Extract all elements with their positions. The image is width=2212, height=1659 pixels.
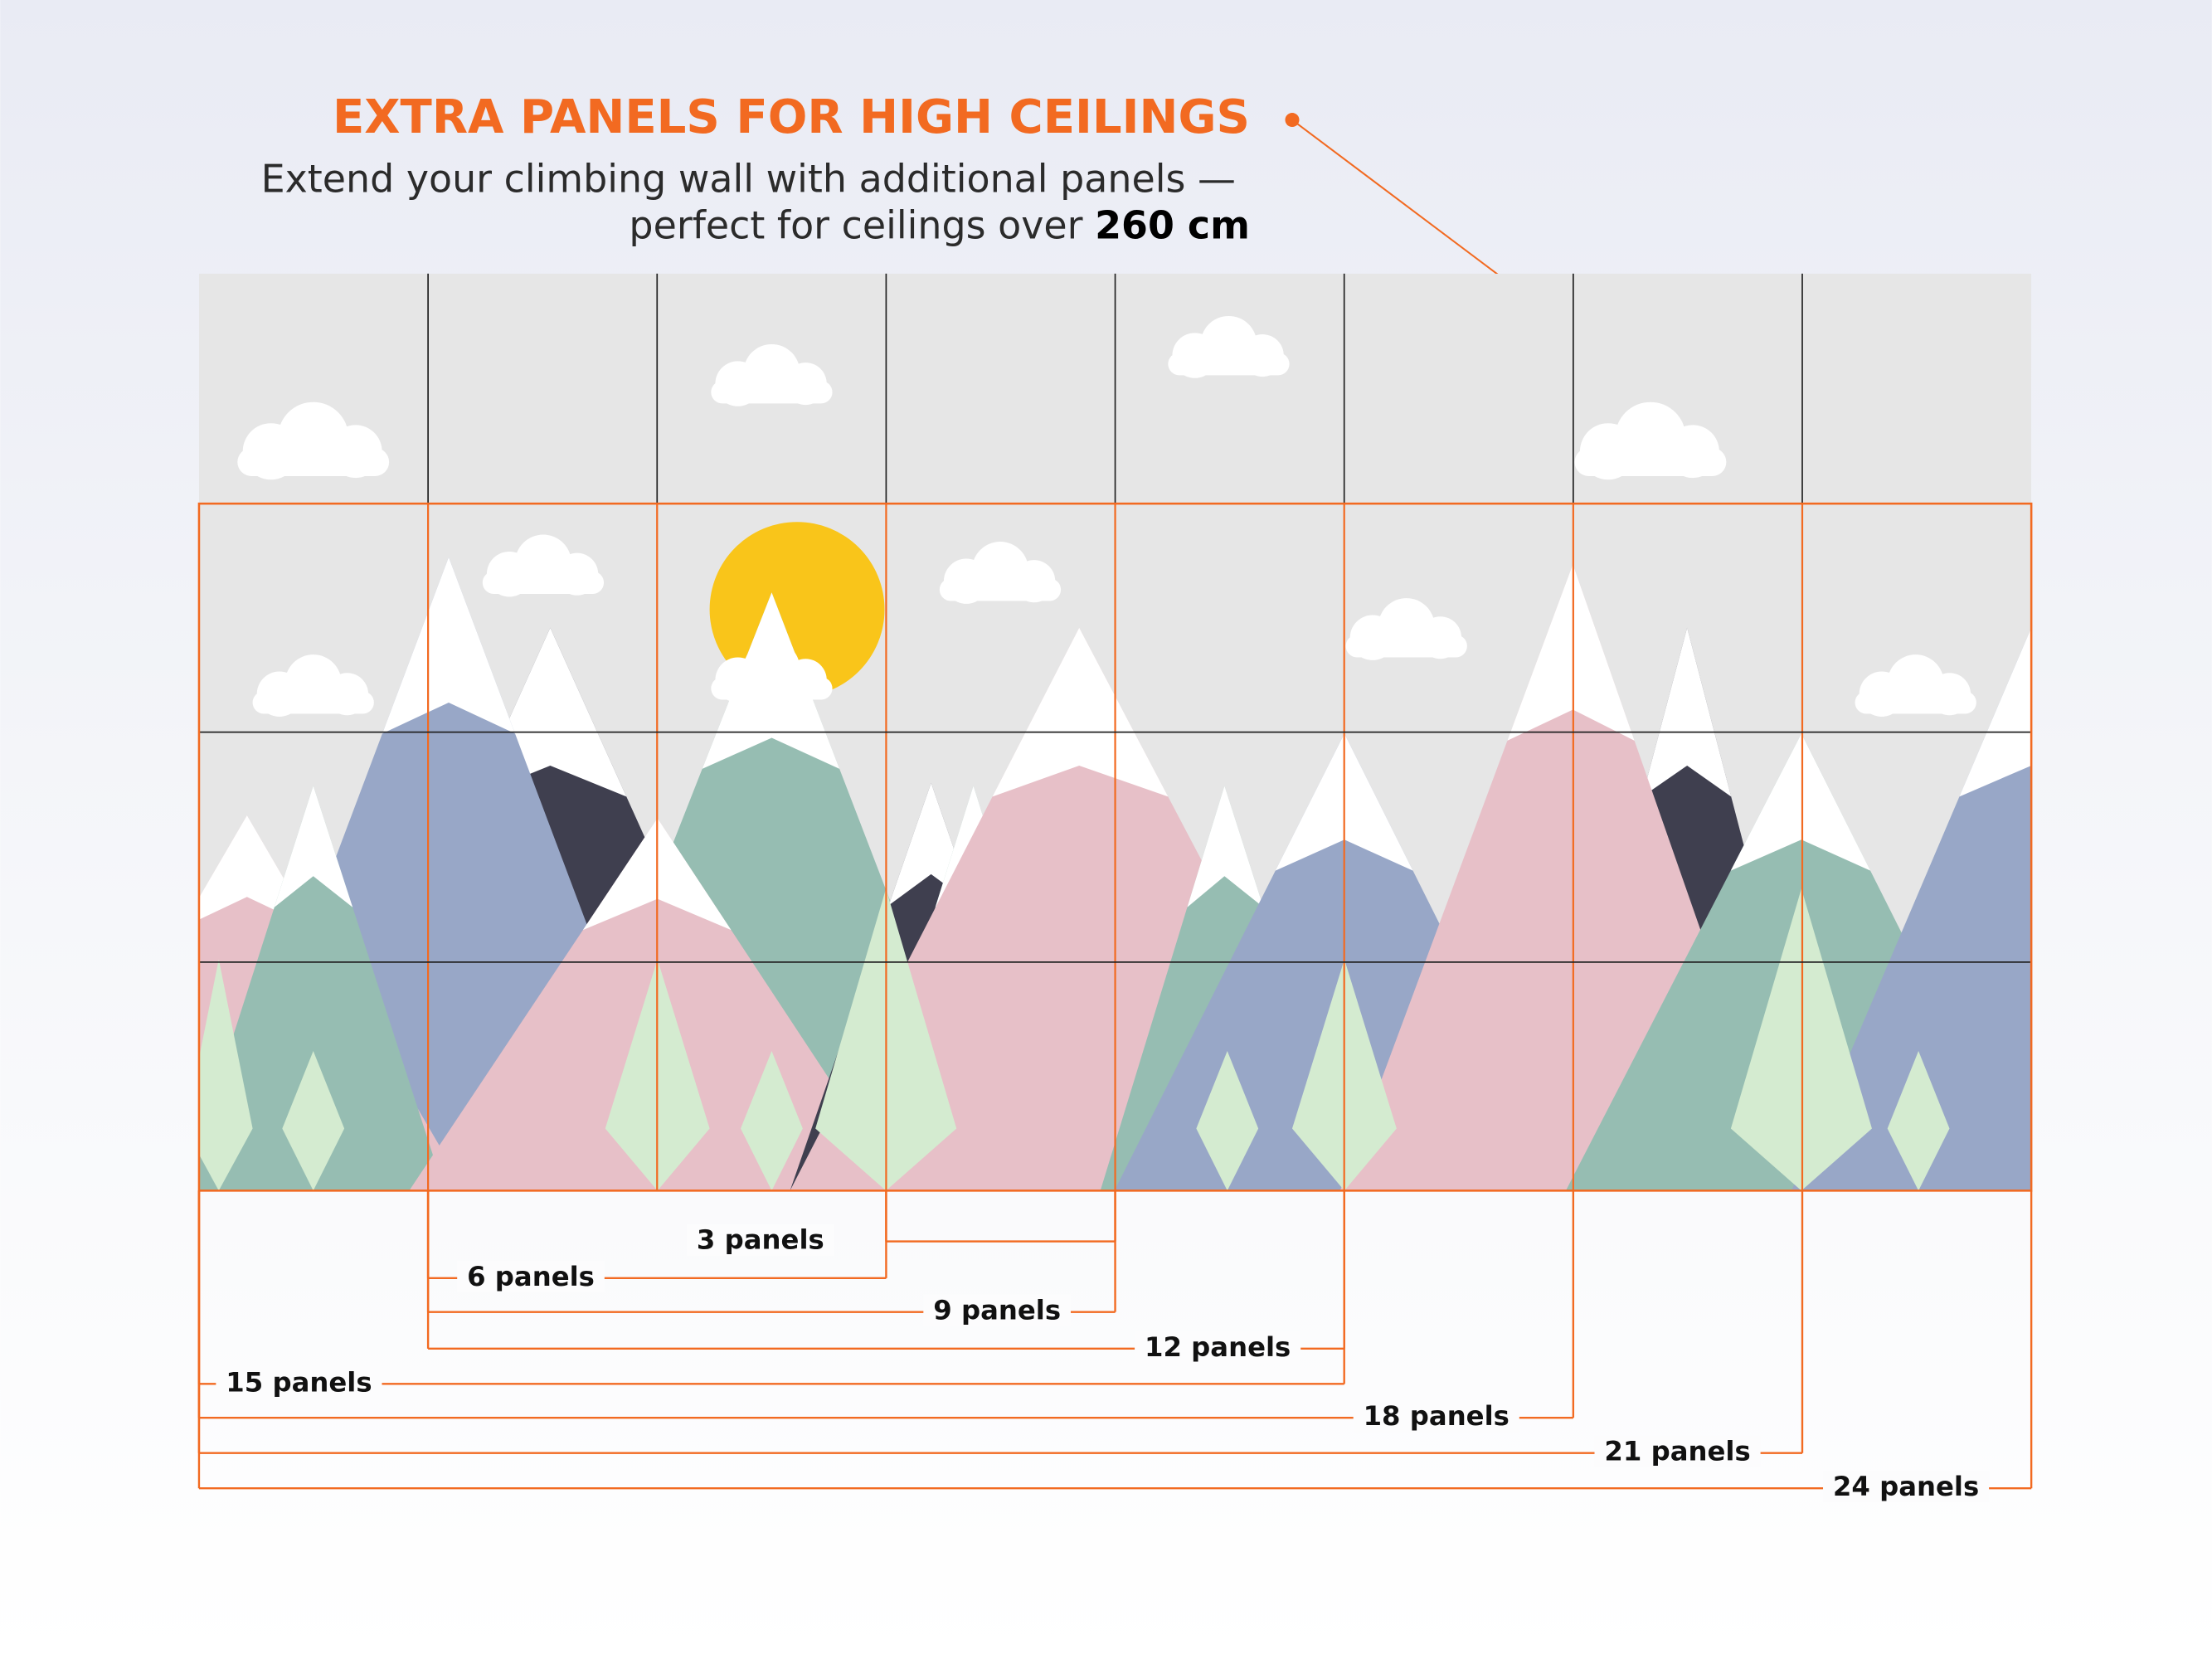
snow-cap <box>1642 627 1732 797</box>
cloud <box>252 654 374 717</box>
subtitle-bold: 260 cm <box>1095 202 1250 247</box>
bracket-label: 6 panels <box>467 1261 595 1292</box>
snow-cap <box>1959 627 2032 797</box>
cloud-part <box>939 578 1062 601</box>
bracket-label: 24 panels <box>1833 1471 1979 1502</box>
cloud-part <box>1574 447 1727 476</box>
cloud-part <box>237 447 390 476</box>
subtitle: Extend your climbing wall with additiona… <box>261 156 1236 201</box>
cloud <box>711 343 833 406</box>
bracket-label: 21 panels <box>1604 1436 1750 1467</box>
bracket-label: 18 panels <box>1364 1400 1510 1432</box>
label-bg <box>1135 1331 1301 1363</box>
tree <box>741 1051 803 1191</box>
bracket-label: 3 panels <box>697 1224 824 1256</box>
grid <box>197 273 2033 1192</box>
cloud-part <box>711 381 833 404</box>
label-bg <box>923 1294 1071 1326</box>
title: EXTRA PANELS FOR HIGH CEILINGS <box>333 90 1250 144</box>
cloud-part <box>1168 353 1290 376</box>
cloud <box>1168 315 1290 378</box>
cloud <box>711 640 833 703</box>
brackets: 3 panels 6 panels 9 panels 12 panels 15 pane… <box>197 1190 2033 1503</box>
cloud-part <box>711 677 833 700</box>
tree <box>198 959 253 1191</box>
label-bg <box>216 1366 382 1399</box>
tree <box>1887 1051 1950 1191</box>
snow-cap <box>274 786 353 907</box>
cloud <box>237 401 390 480</box>
cloud <box>482 534 605 597</box>
label-bg <box>687 1224 834 1256</box>
label-bg <box>457 1260 605 1292</box>
label-bg <box>1823 1471 1990 1503</box>
cloud <box>1855 654 1976 717</box>
subtitle-text: perfect for ceilings over <box>629 202 1082 247</box>
cloud-part <box>482 571 605 594</box>
label-bg <box>1594 1435 1761 1467</box>
snow-cap <box>382 557 515 734</box>
bracket-label: 15 panels <box>226 1366 372 1398</box>
cloud <box>1574 401 1727 480</box>
snow-cap <box>1507 564 1635 741</box>
snow-cap <box>992 627 1169 797</box>
snow-cap <box>1187 786 1264 907</box>
cloud-part <box>1345 635 1467 658</box>
mountain <box>198 786 445 1191</box>
tree <box>1196 1051 1259 1191</box>
subtitle: perfect for ceilings over 260 cm <box>629 202 1250 247</box>
cloud-part <box>1855 691 1976 714</box>
bracket-label: 9 panels <box>933 1295 1061 1326</box>
tree <box>282 1051 345 1191</box>
cloud <box>1345 598 1467 660</box>
bracket-label: 12 panels <box>1145 1331 1291 1363</box>
label-bg <box>1353 1400 1519 1433</box>
snow-cap <box>1730 733 1871 871</box>
cloud-part <box>252 691 374 714</box>
cloud <box>939 542 1062 604</box>
